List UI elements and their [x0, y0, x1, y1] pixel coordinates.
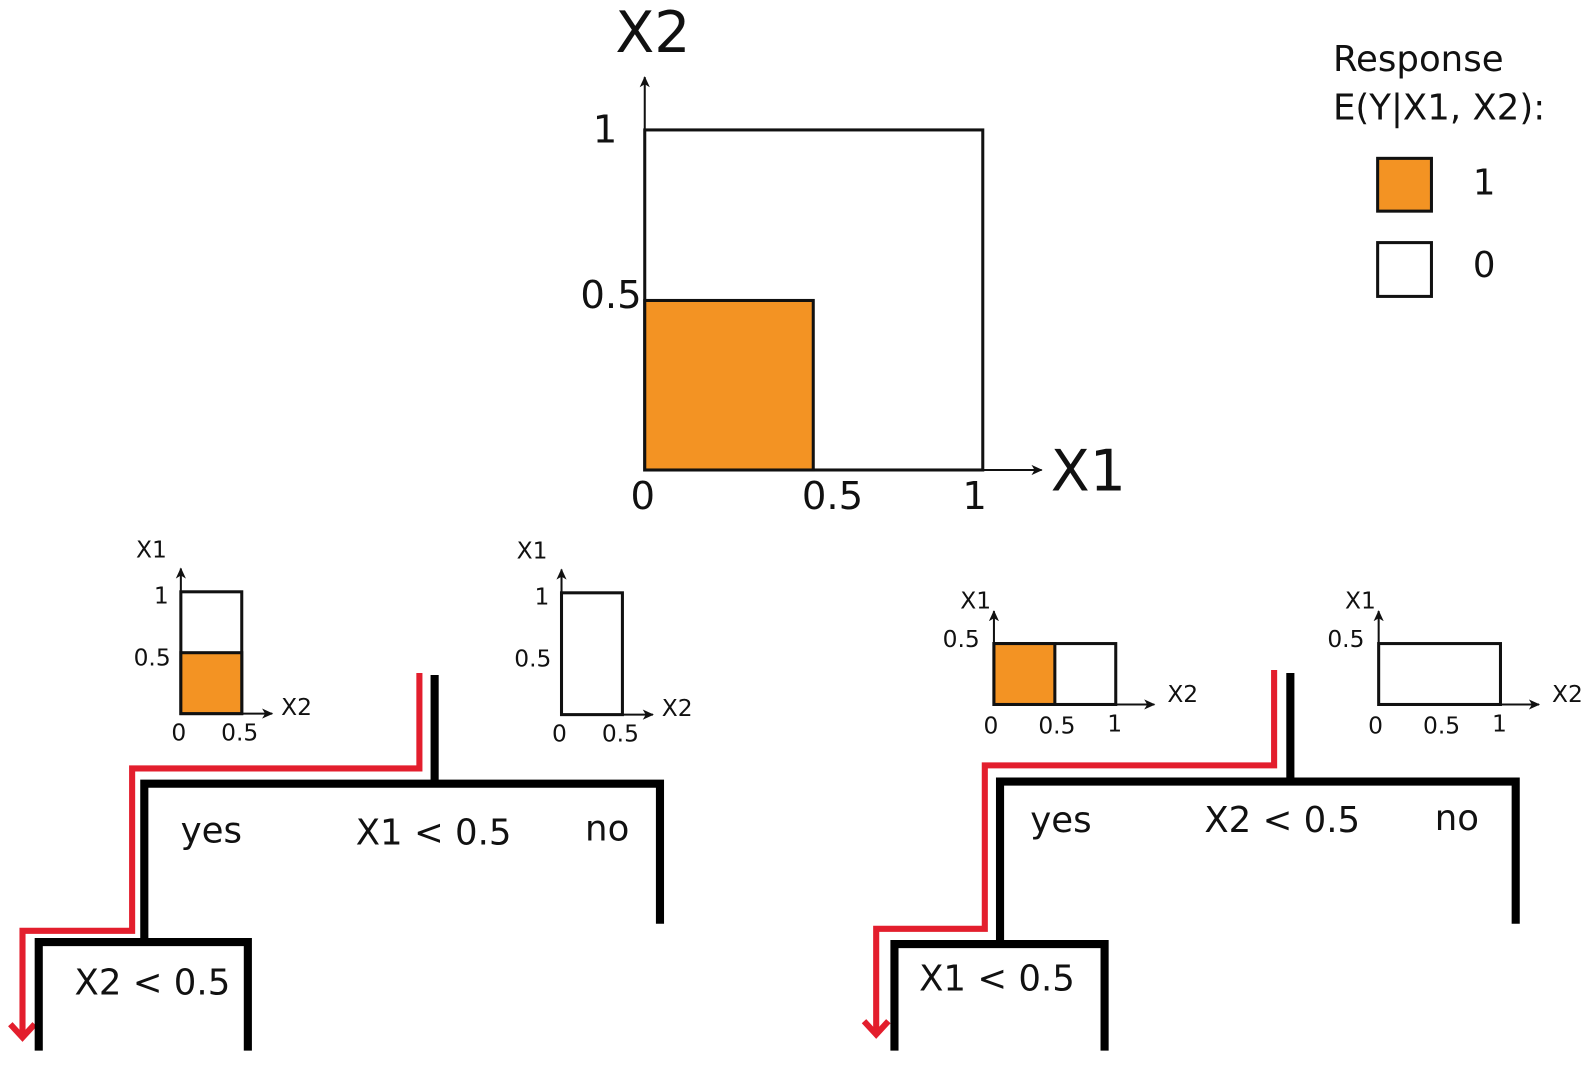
mini-x-tick: 0 [983, 711, 998, 739]
mini-x-tick: 0.5 [221, 718, 258, 746]
mini-x-label: X2 [1552, 680, 1583, 708]
y-tick: 1 [593, 107, 618, 152]
main-plot: X2 X1 1 0.5 0 0.5 1 [580, 0, 1126, 519]
mini-x-tick: 1 [1107, 709, 1122, 737]
tree-branches [890, 673, 1520, 1051]
mini-x-tick: 0 [552, 719, 567, 747]
x-tick: 0 [630, 474, 655, 519]
path-highlight [22, 673, 423, 1037]
mini-y-tick: 1 [534, 582, 549, 610]
mini-y-tick: 1 [154, 581, 169, 609]
split-label: X2 < 0.5 [1204, 800, 1360, 841]
mini-x-tick: 0 [171, 718, 186, 746]
y-tick: 0.5 [580, 273, 641, 318]
child-split-label: X1 < 0.5 [919, 959, 1075, 1000]
legend-title: E(Y|X1, X2): [1333, 88, 1545, 129]
yes-label: yes [181, 810, 242, 851]
mini-y-tick: 0.5 [134, 643, 171, 671]
x-label: X1 [1051, 439, 1126, 505]
mini-y-tick: 0.5 [514, 644, 551, 672]
child-split-label: X2 < 0.5 [75, 963, 231, 1004]
x-tick: 0.5 [802, 474, 863, 519]
mini-x-tick: 0.5 [1038, 711, 1075, 739]
mini-x-tick: 1 [1492, 709, 1507, 737]
mini-region-one [992, 642, 1057, 706]
mini-region [1377, 642, 1502, 706]
path-highlight [876, 669, 1278, 1034]
left-tree: yes X1 < 0.5 no X2 < 0.5 [22, 673, 665, 1051]
mini-y-tick: 0.5 [943, 625, 980, 653]
right-tree: yes X2 < 0.5 no X1 < 0.5 [876, 669, 1520, 1051]
mini-x-tick: 0.5 [602, 719, 639, 747]
mini-y-label: X1 [517, 537, 548, 565]
mini-region [559, 591, 624, 717]
legend-title: Response [1333, 39, 1504, 80]
mini-x-tick: 0.5 [1423, 711, 1460, 739]
split-label: X1 < 0.5 [356, 812, 512, 853]
region-one [643, 298, 815, 472]
legend-swatch [1376, 156, 1433, 213]
legend-label: 0 [1473, 245, 1496, 286]
mini-y-label: X1 [1345, 586, 1376, 614]
mini-x-label: X2 [281, 693, 312, 721]
yes-label: yes [1030, 800, 1091, 841]
x-tick: 1 [962, 474, 987, 519]
mini-x-label: X2 [662, 694, 693, 722]
y-label: X2 [615, 0, 690, 66]
mini-y-tick: 0.5 [1327, 625, 1364, 653]
mini-region-one [179, 651, 244, 716]
mini-y-label: X1 [136, 536, 167, 564]
legend-label: 1 [1473, 163, 1496, 204]
tree-branches [34, 675, 665, 1051]
no-label: no [1435, 798, 1479, 839]
legend-swatch [1376, 241, 1433, 298]
legend: Response E(Y|X1, X2): 1 0 [1333, 39, 1545, 298]
mini-x-tick: 0 [1368, 711, 1383, 739]
no-label: no [585, 808, 629, 849]
mini-y-label: X1 [960, 586, 991, 614]
mini-x-label: X2 [1167, 680, 1198, 708]
